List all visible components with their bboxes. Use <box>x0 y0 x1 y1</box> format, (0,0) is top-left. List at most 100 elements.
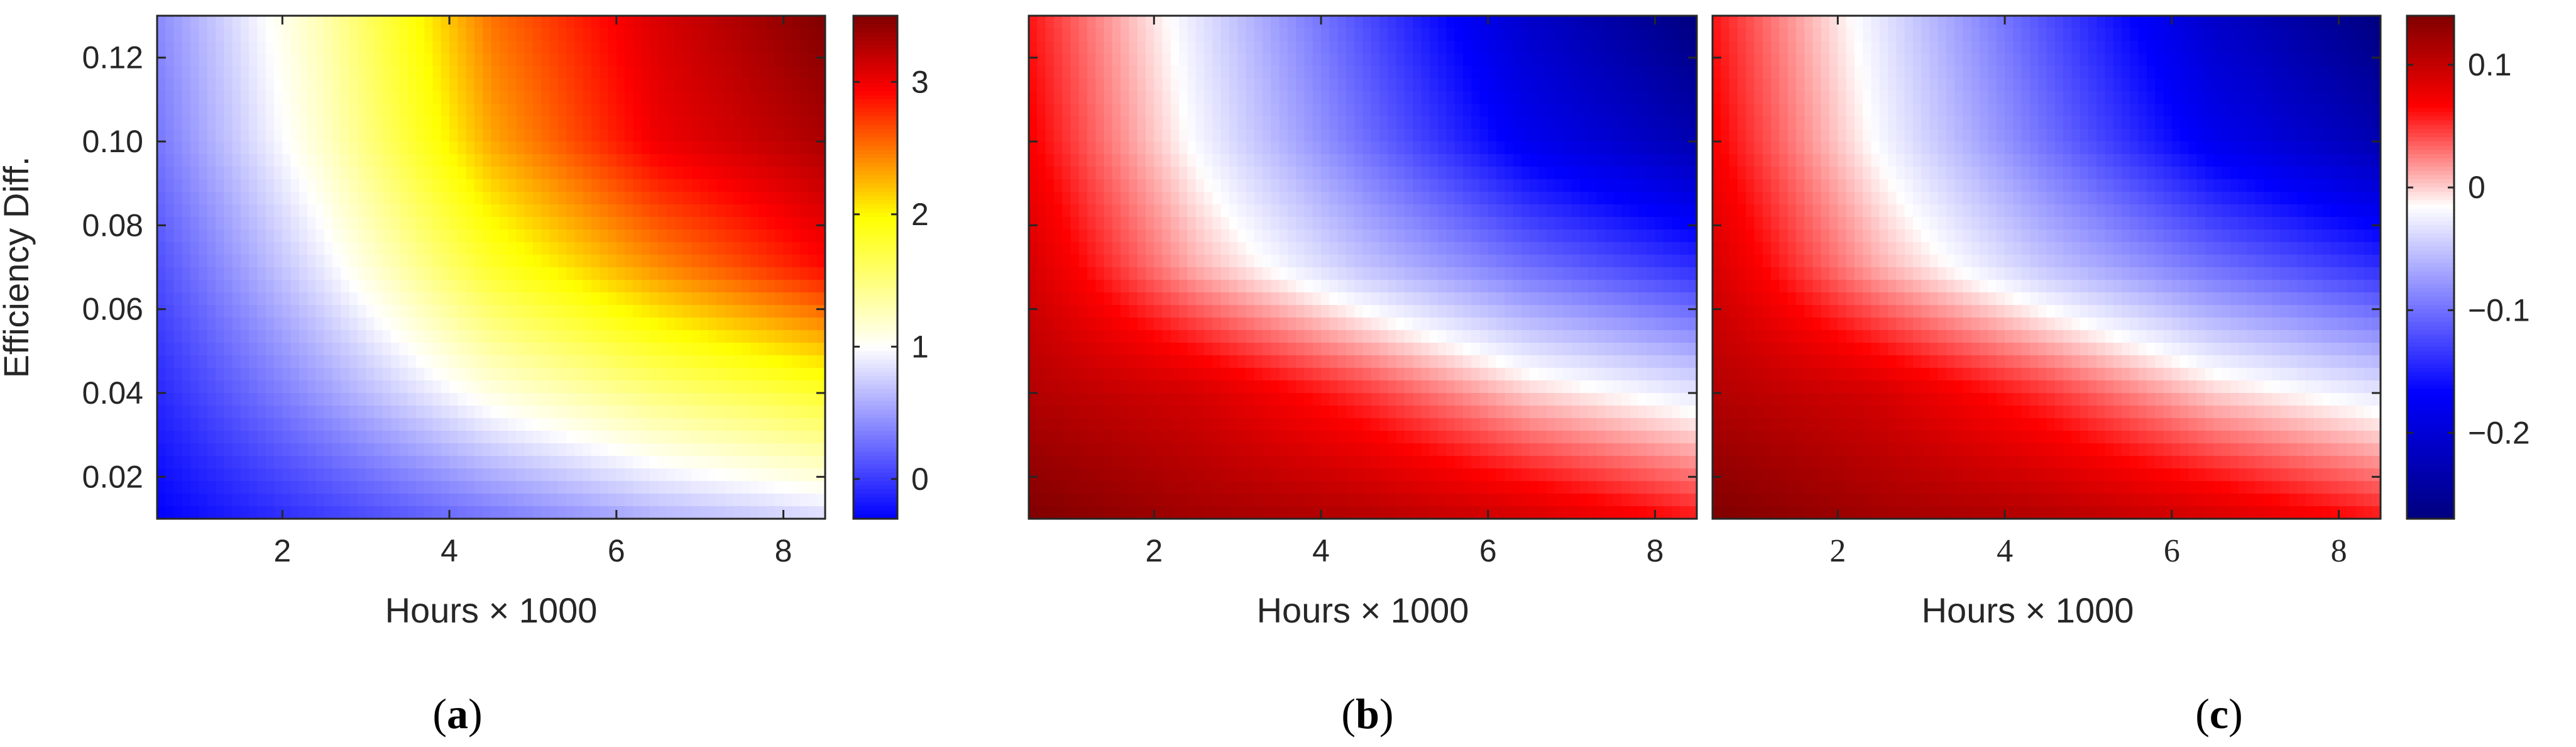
heatmap-cell <box>633 318 642 331</box>
heatmap-cell <box>265 318 275 331</box>
heatmap-cell <box>566 456 576 469</box>
heatmap-cell <box>1346 129 1356 142</box>
heatmap-cell <box>1246 104 1255 117</box>
colorbar-swatch <box>853 179 897 184</box>
heatmap-cell <box>1630 116 1639 130</box>
heatmap-cell <box>199 355 208 368</box>
heatmap-cell <box>1604 179 1614 192</box>
heatmap-cell <box>224 91 233 104</box>
colorbar-swatch <box>853 200 897 205</box>
colorbar-swatch <box>853 406 897 411</box>
heatmap-cell <box>541 431 551 444</box>
heatmap-cell <box>1613 230 1623 243</box>
heatmap-cell <box>658 28 667 42</box>
heatmap-cell <box>524 368 534 381</box>
heatmap-cell <box>366 242 375 255</box>
heatmap-cell <box>775 79 784 92</box>
colorbar-swatch <box>853 477 897 482</box>
heatmap-cell <box>1613 16 1623 29</box>
heatmap-cell <box>508 116 517 130</box>
heatmap-cell <box>532 418 542 431</box>
heatmap-cell <box>324 343 333 356</box>
heatmap-cell <box>649 179 659 192</box>
heatmap-cell <box>232 431 241 444</box>
heatmap-cell <box>666 104 676 117</box>
heatmap-cell <box>466 443 475 456</box>
heatmap-cell <box>1579 141 1589 155</box>
heatmap-cell <box>307 443 317 456</box>
heatmap-cell <box>1530 129 1539 142</box>
heatmap-cell <box>1604 217 1614 230</box>
heatmap-cell <box>1638 66 1648 79</box>
heatmap-cell <box>1112 167 1121 180</box>
heatmap-cell <box>249 305 258 318</box>
heatmap-cell <box>725 494 734 507</box>
heatmap-cell <box>1062 192 1072 205</box>
heatmap-cell <box>1321 91 1330 104</box>
heatmap-cell <box>1162 28 1171 42</box>
x-tick-label: 4 <box>441 533 458 568</box>
heatmap-cell <box>1446 28 1455 42</box>
heatmap-cell <box>182 318 191 331</box>
heatmap-cell <box>783 318 792 331</box>
heatmap-cell <box>1162 104 1171 117</box>
heatmap-cell <box>1354 242 1364 255</box>
heatmap-cell <box>207 267 216 280</box>
heatmap-cell <box>224 330 233 343</box>
heatmap-cell <box>625 406 634 419</box>
colorbar-swatch <box>853 70 897 75</box>
heatmap-cell <box>1563 66 1572 79</box>
heatmap-cell <box>382 66 392 79</box>
heatmap-cell <box>600 330 609 343</box>
heatmap-cell <box>182 343 191 356</box>
heatmap-cell <box>366 129 375 142</box>
heatmap-cell <box>173 192 183 205</box>
heatmap-cell <box>758 217 767 230</box>
colorbar-swatch <box>853 514 897 519</box>
heatmap-cell <box>483 267 492 280</box>
heatmap-cell <box>733 230 742 243</box>
heatmap-cell <box>742 79 751 92</box>
heatmap-cell <box>424 292 434 306</box>
heatmap-cell <box>466 129 475 142</box>
heatmap-cell <box>600 318 609 331</box>
heatmap-cell <box>324 494 333 507</box>
heatmap-cell <box>1121 79 1130 92</box>
heatmap-cell <box>1421 53 1430 67</box>
heatmap-cell <box>600 380 609 394</box>
colorbar-swatch <box>853 288 897 293</box>
heatmap-cell <box>391 456 400 469</box>
heatmap-cell <box>800 393 809 406</box>
heatmap-cell <box>1337 217 1347 230</box>
heatmap-cell <box>649 242 659 255</box>
heatmap-cell <box>382 330 392 343</box>
heatmap-cell <box>332 129 342 142</box>
heatmap-cell <box>1413 217 1422 230</box>
heatmap-cell <box>733 343 742 356</box>
heatmap-cell <box>641 481 650 494</box>
heatmap-cell <box>733 494 742 507</box>
heatmap-cell <box>1429 242 1439 255</box>
heatmap-cell <box>1070 28 1080 42</box>
heatmap-cell <box>1121 91 1130 104</box>
heatmap-cell <box>1438 41 1447 54</box>
heatmap-cell <box>800 431 809 444</box>
heatmap-cell <box>207 406 216 419</box>
heatmap-cell <box>1220 41 1230 54</box>
heatmap-cell <box>816 318 826 331</box>
heatmap-cell <box>549 494 559 507</box>
heatmap-cell <box>1070 167 1080 180</box>
heatmap-cell <box>633 292 642 306</box>
heatmap-cell <box>691 167 701 180</box>
heatmap-cell <box>742 104 751 117</box>
heatmap-cell <box>633 204 642 218</box>
heatmap-cell <box>1555 179 1564 192</box>
heatmap-cell <box>516 167 525 180</box>
heatmap-cell <box>716 28 726 42</box>
heatmap-cell <box>758 154 767 167</box>
heatmap-cell <box>1037 267 1046 280</box>
heatmap-cell <box>1530 179 1539 192</box>
heatmap-cell <box>332 305 342 318</box>
heatmap-cell <box>173 318 183 331</box>
heatmap-cell <box>274 431 283 444</box>
